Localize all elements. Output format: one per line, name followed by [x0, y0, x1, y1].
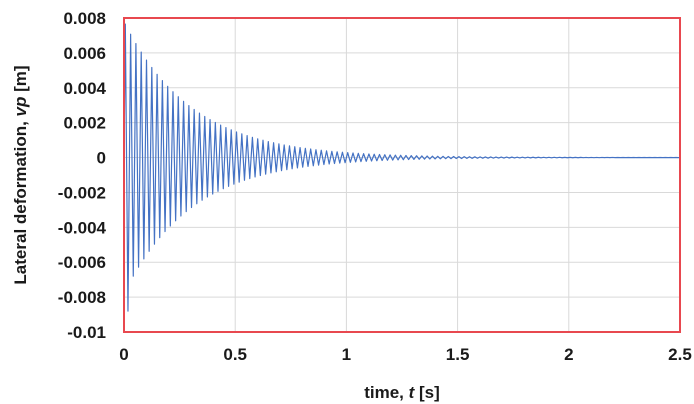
y-tick-label: 0.002 [63, 114, 106, 133]
grid [123, 17, 681, 333]
series-line-0 [123, 23, 681, 312]
y-tick-label: 0.006 [63, 44, 106, 63]
y-tick-label: 0 [97, 149, 106, 168]
y-tick-label: 0.004 [63, 79, 106, 98]
y-tick-label: -0.01 [67, 323, 106, 342]
y-tick-label: -0.008 [58, 288, 106, 307]
y-tick-label: -0.006 [58, 253, 106, 272]
x-tick-label: 0.5 [223, 345, 247, 364]
y-tick-label: -0.002 [58, 183, 106, 202]
x-tick-label: 2 [564, 345, 573, 364]
x-tick-label: 2.5 [668, 345, 692, 364]
x-tick-label: 1.5 [446, 345, 470, 364]
y-tick-label: 0.008 [63, 9, 106, 28]
x-tick-labels: 0 0.5 1 1.5 2 2.5 [119, 345, 692, 364]
x-axis-title: time, t [s] [364, 383, 440, 402]
series-layer [123, 23, 681, 312]
y-tick-label: -0.004 [58, 218, 107, 237]
x-tick-label: 1 [342, 345, 351, 364]
y-axis-title: Lateral deformation, vp [m] [11, 65, 30, 284]
y-tick-labels: -0.01 -0.008 -0.006 -0.004 -0.002 0 0.002 0.004… [58, 9, 107, 342]
plot-area-border [123, 17, 681, 333]
x-tick-label: 0 [119, 345, 128, 364]
